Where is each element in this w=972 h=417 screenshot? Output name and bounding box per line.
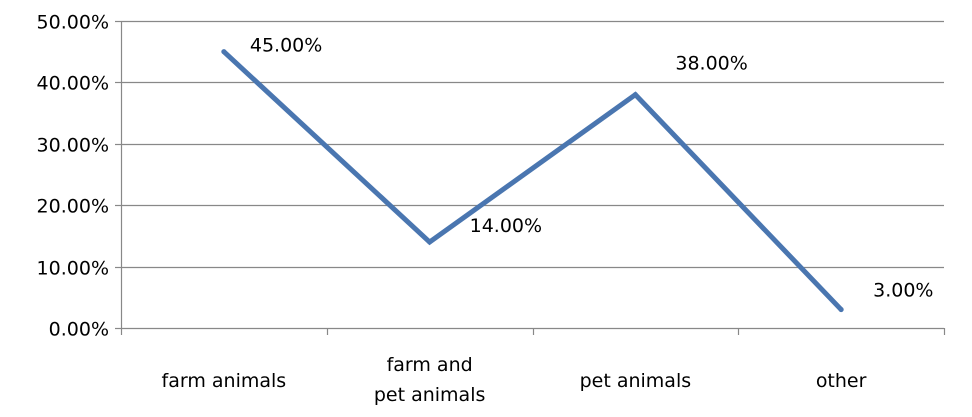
data-label: 14.00%: [470, 215, 542, 237]
data-point: [632, 92, 638, 98]
y-tick-label: 40.00%: [37, 73, 109, 95]
y-axis-tick-labels: 0.00% 10.00% 20.00% 30.00% 40.00% 50.00%: [37, 12, 109, 341]
y-tick-label: 30.00%: [37, 135, 109, 157]
data-labels: 45.00% 14.00% 38.00% 3.00%: [250, 35, 934, 302]
data-point: [838, 307, 844, 313]
y-tick-label: 20.00%: [37, 196, 109, 218]
x-axis-category-labels: farm animals farm and pet animals pet anima…: [162, 354, 867, 406]
series-line: [221, 49, 844, 313]
x-category-label: other: [816, 370, 867, 392]
y-tick-label: 10.00%: [37, 258, 109, 280]
axes: [115, 20, 946, 335]
data-point: [221, 49, 227, 55]
y-tick-label: 50.00%: [37, 12, 109, 34]
data-label: 3.00%: [873, 280, 933, 302]
series-lines: [221, 49, 844, 313]
data-point: [427, 239, 433, 245]
data-label: 45.00%: [250, 35, 322, 57]
x-category-label: pet animals: [580, 370, 692, 392]
x-category-label: farm animals: [162, 370, 287, 392]
y-tick-label: 0.00%: [49, 319, 109, 341]
data-label: 38.00%: [675, 53, 747, 75]
x-category-label: farm and pet animals: [374, 354, 486, 406]
